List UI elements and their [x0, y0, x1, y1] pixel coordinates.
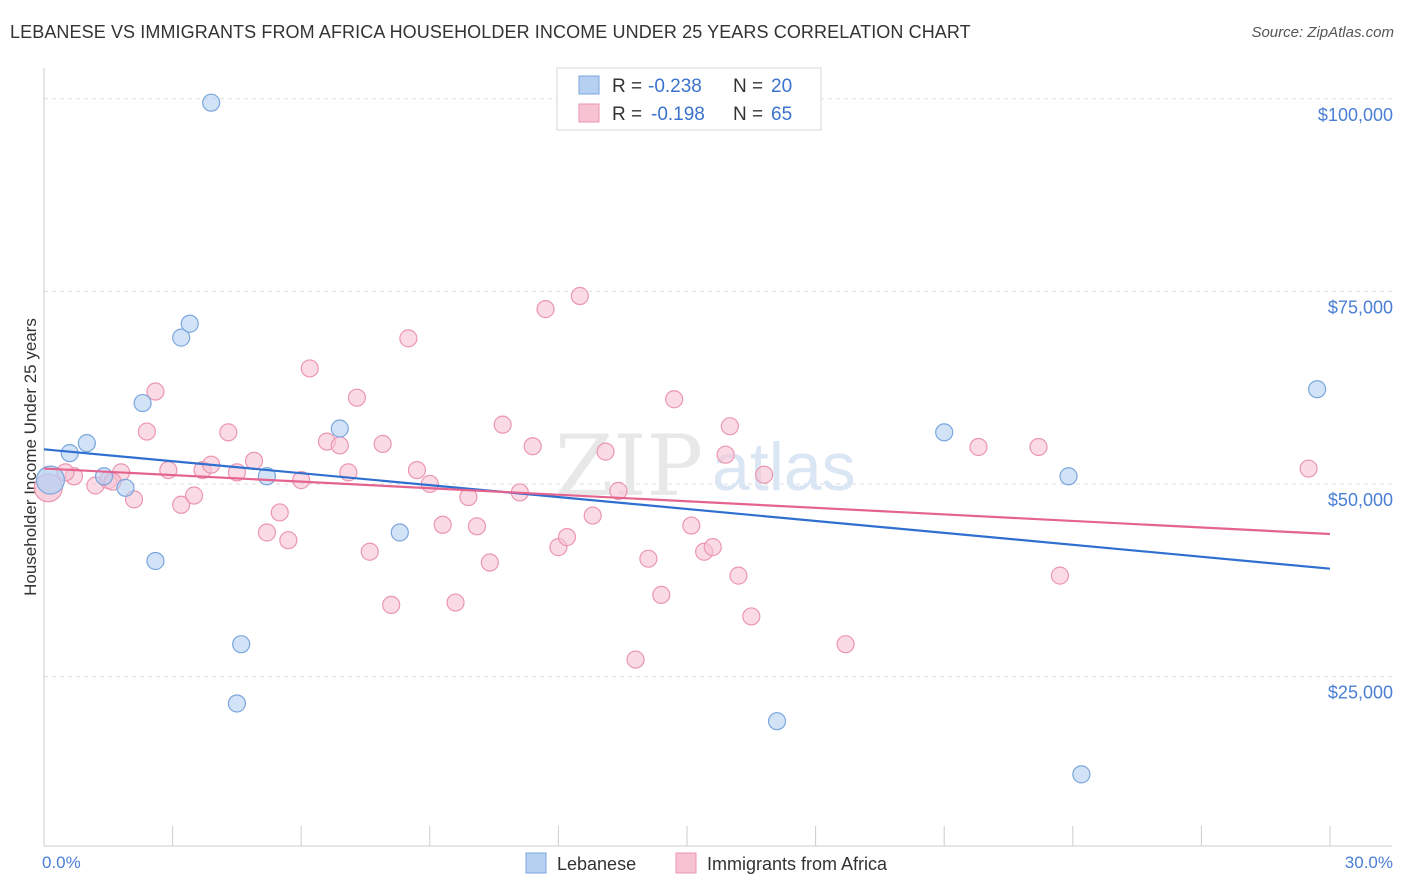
y-axis-title: Householder Income Under 25 years — [21, 318, 40, 596]
legend-r-value-africa: -0.198 — [651, 104, 705, 125]
point-africa[interactable] — [219, 423, 238, 442]
point-africa[interactable] — [137, 422, 156, 441]
point-africa[interactable] — [665, 390, 684, 409]
series-legend-label-africa[interactable]: Immigrants from Africa — [707, 854, 888, 874]
point-africa[interactable] — [639, 549, 658, 568]
y-tick-label: $75,000 — [1328, 297, 1393, 317]
legend-swatch-lebanese — [578, 75, 600, 95]
point-africa[interactable] — [1029, 437, 1048, 457]
point-africa[interactable] — [755, 465, 774, 484]
chart-title: LEBANESE VS IMMIGRANTS FROM AFRICA HOUSE… — [10, 22, 971, 42]
point-lebanese[interactable] — [1059, 467, 1078, 486]
point-africa[interactable] — [480, 553, 499, 572]
x-tick-label-max: 30.0% — [1345, 853, 1393, 872]
point-africa[interactable] — [703, 538, 722, 557]
point-africa[interactable] — [720, 417, 739, 436]
point-africa[interactable] — [682, 516, 701, 535]
point-africa[interactable] — [523, 437, 542, 456]
point-lebanese[interactable] — [146, 551, 165, 571]
point-africa[interactable] — [570, 286, 589, 306]
point-lebanese[interactable] — [1308, 380, 1327, 399]
point-africa[interactable] — [330, 436, 349, 455]
stats-legend-box — [556, 67, 822, 131]
point-africa[interactable] — [1050, 566, 1070, 585]
trend-line-africa — [43, 467, 1331, 536]
legend-n-label-africa: N = — [733, 104, 763, 125]
point-africa[interactable] — [433, 515, 452, 534]
point-africa[interactable] — [557, 528, 577, 547]
point-africa[interactable] — [257, 523, 277, 542]
point-lebanese[interactable] — [35, 465, 66, 495]
point-africa[interactable] — [596, 442, 615, 461]
point-africa[interactable] — [244, 451, 264, 470]
point-lebanese[interactable] — [1072, 765, 1091, 784]
point-africa[interactable] — [279, 531, 298, 550]
point-africa[interactable] — [347, 388, 367, 407]
point-africa[interactable] — [407, 460, 427, 480]
point-africa[interactable] — [184, 486, 204, 505]
legend-n-value-lebanese: 20 — [771, 76, 792, 97]
point-africa[interactable] — [146, 382, 165, 401]
point-lebanese[interactable] — [767, 712, 787, 731]
watermark-atlas: atlas — [712, 429, 856, 505]
point-lebanese[interactable] — [935, 423, 954, 442]
stats-legend: R = -0.238 N = 20 R = -0.198 N = 65 — [556, 67, 822, 131]
point-africa[interactable] — [292, 471, 311, 490]
point-lebanese[interactable] — [77, 434, 96, 453]
series-legend-swatch-africa[interactable] — [675, 852, 697, 874]
point-africa[interactable] — [493, 415, 512, 434]
point-lebanese[interactable] — [133, 393, 152, 413]
legend-r-value-lebanese: -0.238 — [648, 76, 702, 97]
trend-line-lebanese — [43, 448, 1331, 570]
legend-n-value-africa: 65 — [771, 104, 792, 125]
source-label: Source: ZipAtlas.com — [1251, 24, 1394, 41]
point-lebanese[interactable] — [116, 478, 135, 497]
point-lebanese[interactable] — [202, 93, 221, 112]
series-legend: Lebanese Immigrants from Africa — [525, 852, 888, 874]
y-tick-label: $100,000 — [1318, 105, 1393, 125]
point-africa[interactable] — [626, 650, 645, 669]
point-africa[interactable] — [1299, 459, 1318, 478]
point-africa[interactable] — [969, 437, 988, 457]
point-africa[interactable] — [467, 517, 487, 536]
point-africa[interactable] — [536, 300, 555, 319]
point-africa[interactable] — [716, 445, 735, 464]
point-africa[interactable] — [399, 329, 418, 348]
point-africa[interactable] — [382, 595, 401, 614]
series-legend-swatch-lebanese[interactable] — [525, 852, 547, 874]
point-africa[interactable] — [742, 607, 761, 626]
point-africa[interactable] — [652, 585, 671, 604]
point-lebanese[interactable] — [330, 419, 349, 438]
point-africa[interactable] — [373, 434, 392, 454]
point-lebanese[interactable] — [180, 314, 199, 333]
point-africa[interactable] — [360, 542, 379, 561]
point-lebanese[interactable] — [232, 635, 251, 654]
x-tick-label-min: 0.0% — [42, 853, 81, 872]
point-africa[interactable] — [270, 503, 289, 522]
legend-r-label-lebanese: R = — [612, 76, 642, 97]
point-lebanese[interactable] — [390, 523, 409, 542]
point-lebanese[interactable] — [172, 328, 191, 347]
point-africa[interactable] — [729, 566, 748, 585]
legend-r-label-africa: R = — [612, 104, 642, 125]
point-africa[interactable] — [836, 635, 855, 654]
legend-n-label-lebanese: N = — [733, 76, 763, 97]
legend-swatch-africa — [578, 103, 600, 123]
point-africa[interactable] — [172, 495, 191, 514]
y-tick-label: $50,000 — [1328, 490, 1393, 510]
point-africa[interactable] — [300, 359, 319, 378]
point-africa[interactable] — [446, 593, 465, 612]
point-lebanese[interactable] — [227, 694, 246, 713]
series-legend-label-lebanese[interactable]: Lebanese — [557, 854, 636, 874]
y-tick-label: $25,000 — [1328, 683, 1393, 703]
point-africa[interactable] — [609, 481, 628, 500]
point-africa[interactable] — [583, 506, 602, 525]
